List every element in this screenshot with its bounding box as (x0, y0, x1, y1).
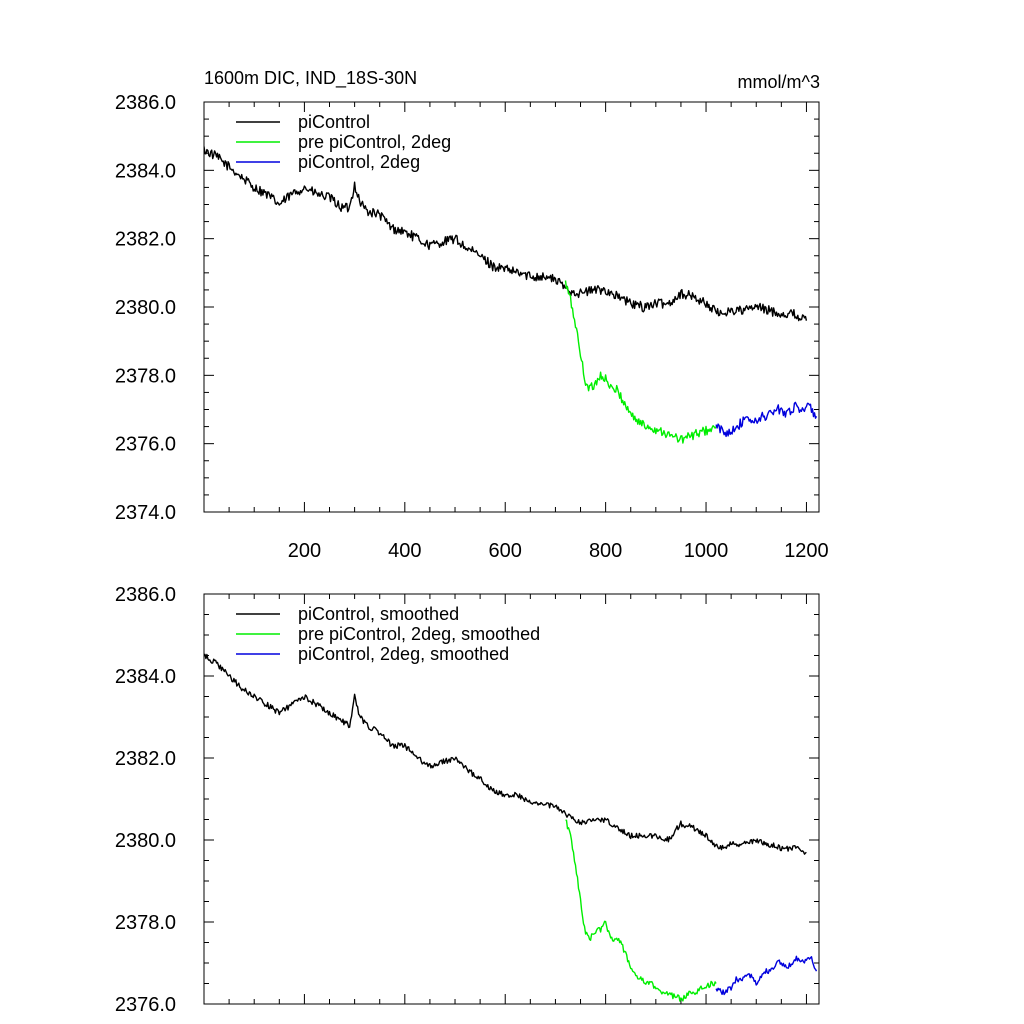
y-tick-label: 2378.0 (115, 365, 176, 387)
series-line-pre-picontrol-2deg (564, 280, 717, 444)
y-tick-label: 2374.0 (115, 502, 176, 524)
top-panel: 2374.0 2376.0 2378.0 2380.0 2382.0 2384.0 2386… (115, 92, 829, 562)
y-tick-label: 2384.0 (115, 666, 176, 688)
y-tick-label: 2386.0 (115, 584, 176, 606)
x-tick-label: 200 (288, 540, 321, 562)
bottom-panel: 2376.0 2378.0 2380.0 2382.0 2384.0 2386.0 piC… (115, 584, 820, 1016)
top-panel-ticks (204, 101, 819, 513)
legend-label: piControl, 2deg (298, 152, 420, 172)
y-tick-label: 2382.0 (115, 748, 176, 770)
legend-label: piControl, smoothed (298, 604, 459, 624)
x-tick-label: 800 (589, 540, 622, 562)
units-label: mmol/m^3 (738, 72, 820, 92)
y-tick-label: 2382.0 (115, 229, 176, 251)
top-panel-series (204, 146, 818, 444)
legend-label: pre piControl, 2deg (298, 132, 451, 152)
y-tick-label: 2378.0 (115, 912, 176, 934)
bottom-panel-series (204, 653, 818, 1002)
chart-title: 1600m DIC, IND_18S-30N (204, 68, 417, 89)
series-line-picontrol (204, 653, 807, 855)
series-line-picontrol-2deg (715, 401, 818, 438)
y-tick-label: 2376.0 (115, 434, 176, 456)
y-tick-label: 2380.0 (115, 830, 176, 852)
y-tick-label: 2376.0 (115, 994, 176, 1016)
top-panel-frame (203, 101, 820, 513)
series-line-picontrol-2deg (715, 955, 818, 996)
top-panel-y-tick-labels: 2374.0 2376.0 2378.0 2380.0 2382.0 2384.0 2386… (115, 92, 176, 524)
series-line-picontrol (204, 146, 808, 322)
bottom-panel-y-tick-labels: 2376.0 2378.0 2380.0 2382.0 2384.0 2386.0 (115, 584, 176, 1016)
y-tick-label: 2384.0 (115, 160, 176, 182)
bottom-panel-ticks (204, 593, 819, 1005)
x-tick-label: 600 (489, 540, 522, 562)
bottom-panel-frame (203, 593, 820, 1005)
top-panel-x-tick-labels: 200 400 600 800 1000 1200 (288, 540, 829, 562)
legend-label: piControl (298, 112, 370, 132)
series-line-pre-picontrol-2deg (565, 819, 717, 1002)
x-tick-label: 400 (388, 540, 421, 562)
y-tick-label: 2380.0 (115, 297, 176, 319)
legend-label: pre piControl, 2deg, smoothed (298, 624, 540, 644)
x-tick-label: 1200 (784, 540, 829, 562)
x-tick-label: 1000 (684, 540, 729, 562)
y-tick-label: 2386.0 (115, 92, 176, 114)
legend-label: piControl, 2deg, smoothed (298, 644, 509, 664)
